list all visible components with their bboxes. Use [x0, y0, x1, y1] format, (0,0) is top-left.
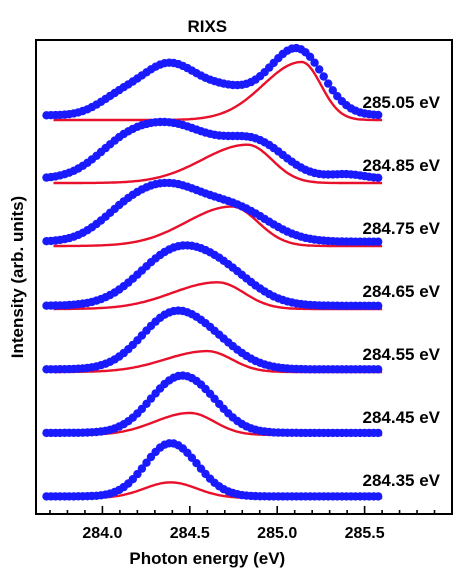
y-axis-label: Intensity (arb. units): [8, 196, 27, 358]
chart-title: RIXS: [187, 17, 227, 36]
data-point: [374, 173, 383, 182]
data-points: [42, 371, 383, 438]
data-points: [42, 439, 383, 501]
data-point: [310, 58, 319, 67]
x-tick-label: 284.5: [170, 525, 210, 542]
data-point: [374, 365, 383, 374]
data-points: [42, 306, 383, 374]
data-point: [315, 65, 324, 74]
fit-curve: [53, 60, 383, 122]
data-point: [374, 428, 383, 438]
x-tick-label: 285.5: [345, 525, 385, 542]
x-tick-label: 285.0: [257, 525, 297, 542]
series-label: 284.75 eV: [362, 219, 440, 238]
series-28475: [42, 178, 383, 248]
series-label: 284.85 eV: [362, 156, 440, 175]
series-layer: [42, 43, 383, 501]
data-point: [142, 458, 151, 467]
series-28445: [42, 371, 383, 438]
data-points: [42, 117, 383, 182]
series-28435: [42, 439, 383, 501]
series-28485: [42, 117, 383, 185]
series-28505: [42, 43, 383, 122]
data-point: [374, 110, 383, 120]
x-axis-ticks: 284.0 284.5 285.0 285.5: [49, 506, 436, 542]
series-label: 284.35 eV: [362, 471, 440, 490]
data-point: [374, 237, 383, 246]
series-labels: 285.05 eV 284.85 eV 284.75 eV 284.65 eV 284.…: [362, 93, 440, 490]
data-point: [328, 86, 337, 95]
data-points: [42, 43, 383, 120]
data-points: [42, 178, 383, 246]
x-axis-label: Photon energy (eV): [129, 549, 285, 568]
fit-curve: [53, 205, 383, 248]
data-point: [374, 492, 383, 501]
series-28455: [42, 306, 383, 374]
series-label: 284.45 eV: [362, 408, 440, 427]
data-point: [374, 301, 383, 310]
data-point: [305, 52, 315, 61]
series-label: 284.55 eV: [362, 345, 440, 364]
series-label: 284.65 eV: [362, 282, 440, 301]
series-28465: [42, 241, 383, 311]
x-tick-label: 284.0: [82, 525, 122, 542]
plot-frame: [35, 39, 453, 515]
data-point: [324, 79, 333, 88]
fit-curve: [53, 143, 383, 185]
data-point: [137, 464, 147, 473]
data-point: [319, 72, 328, 81]
series-label: 285.05 eV: [362, 93, 440, 112]
data-points: [42, 241, 383, 310]
